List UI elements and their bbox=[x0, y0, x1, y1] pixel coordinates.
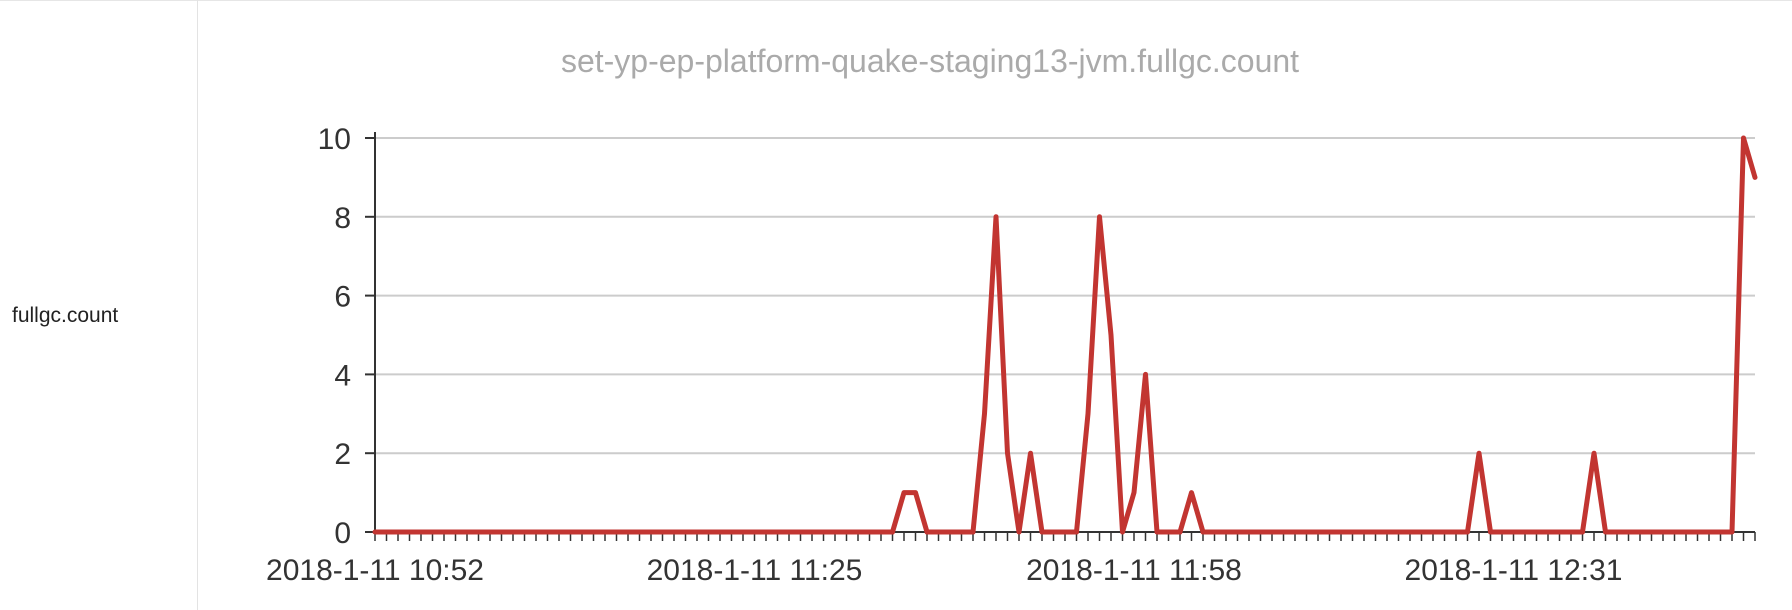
y-tick-label: 2 bbox=[334, 438, 351, 471]
metric-label-cell: fullgc.count bbox=[0, 0, 198, 610]
y-tick-label: 0 bbox=[334, 517, 351, 550]
x-tick-label: 2018-1-11 11:58 bbox=[1026, 554, 1242, 587]
grid-lines bbox=[375, 137, 1755, 455]
y-tick-label: 6 bbox=[334, 281, 351, 314]
x-tick-label: 2018-1-11 11:25 bbox=[647, 554, 863, 587]
chart-title: set-yp-ep-platform-quake-staging13-jvm.f… bbox=[561, 43, 1299, 79]
series-line bbox=[372, 135, 1758, 535]
y-tick-label: 8 bbox=[334, 202, 351, 235]
x-tick-label: 2018-1-11 10:52 bbox=[266, 554, 484, 587]
y-tick-label: 4 bbox=[334, 359, 351, 392]
series-layer bbox=[372, 135, 1758, 535]
chart-cell: set-yp-ep-platform-quake-staging13-jvm.f… bbox=[199, 0, 1792, 610]
y-axis: 0 2 4 6 8 10 bbox=[318, 123, 376, 550]
fullgc-line-chart: set-yp-ep-platform-quake-staging13-jvm.f… bbox=[266, 43, 1758, 587]
y-tick-label: 10 bbox=[318, 123, 351, 156]
x-axis: 2018-1-11 10:52 2018-1-11 11:25 2018-1-11 … bbox=[266, 531, 1756, 587]
x-tick-label: 2018-1-11 12:31 bbox=[1405, 554, 1623, 587]
metric-label: fullgc.count bbox=[12, 304, 119, 327]
